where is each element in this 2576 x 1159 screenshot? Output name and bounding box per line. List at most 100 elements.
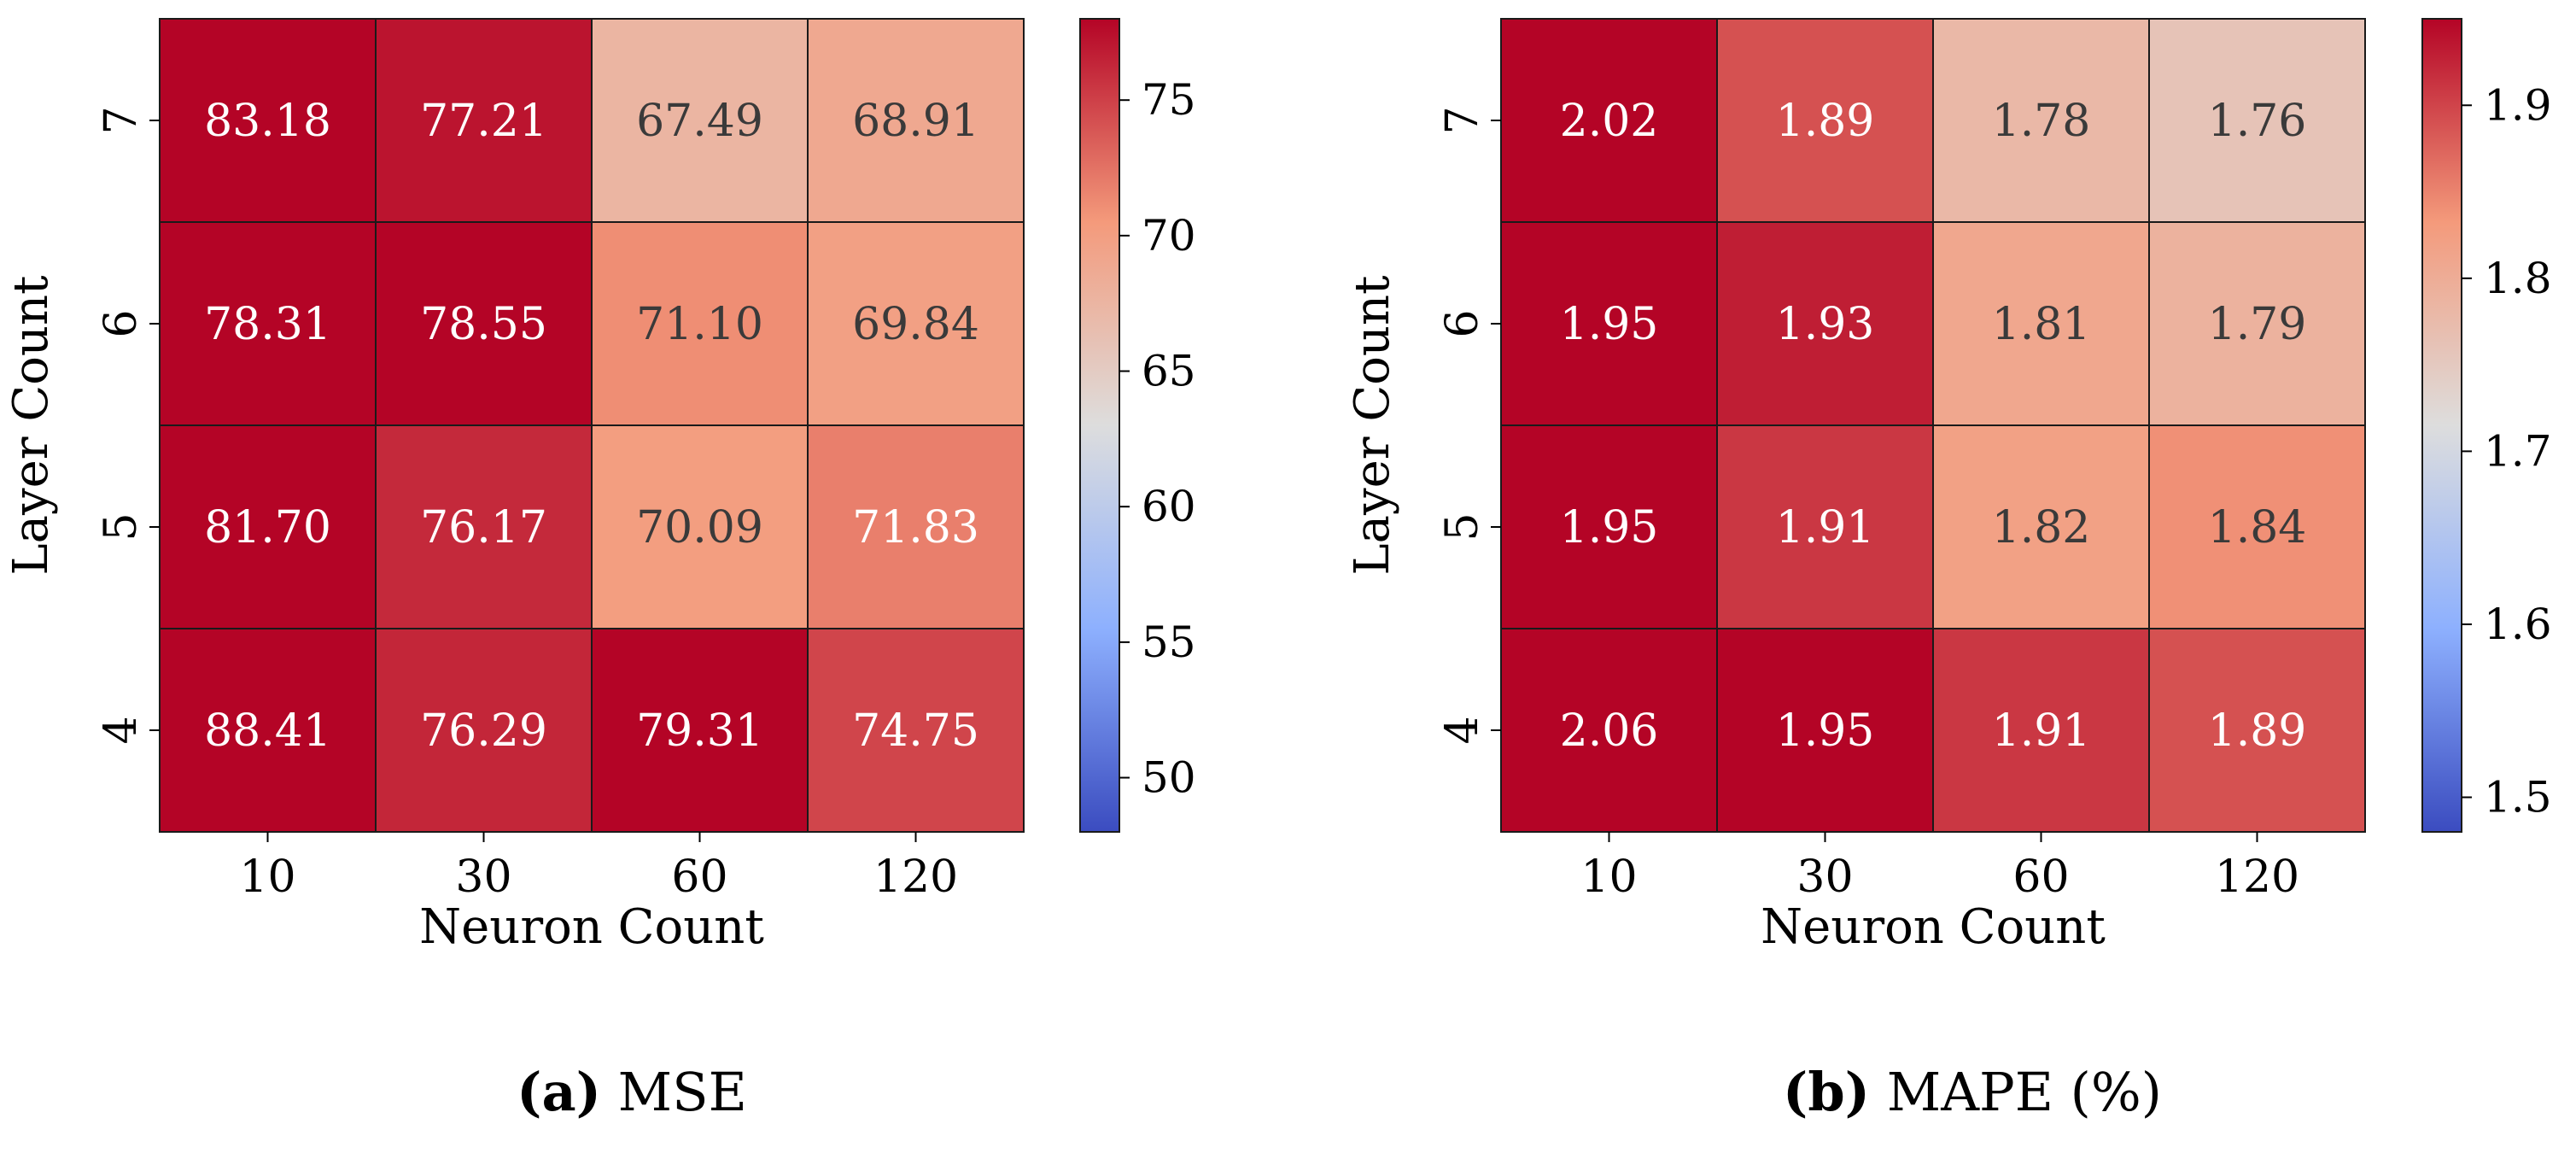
cell-value-label: 81.70 bbox=[204, 502, 331, 553]
cell-value-label: 1.93 bbox=[1776, 299, 1875, 350]
cell-value-label: 74.75 bbox=[852, 705, 979, 757]
heatmap-cell bbox=[375, 628, 593, 833]
y-tick-label: 7 bbox=[96, 106, 147, 134]
colorbar-tick-label: 1.5 bbox=[2484, 772, 2552, 822]
y-tick-label: 7 bbox=[1437, 106, 1488, 134]
cell-value-label: 88.41 bbox=[204, 705, 331, 757]
colorbar-tick-label: 55 bbox=[1142, 618, 1196, 667]
heatmap-cell bbox=[807, 221, 1025, 426]
colorbar bbox=[2421, 18, 2462, 833]
heatmap-cell bbox=[1716, 628, 1934, 833]
heatmap-cell bbox=[2148, 424, 2366, 629]
colorbar-tick-label: 1.7 bbox=[2484, 426, 2552, 476]
cell-value-label: 1.82 bbox=[1992, 502, 2091, 553]
x-tick-label: 120 bbox=[873, 852, 958, 903]
cell-value-label: 77.21 bbox=[420, 96, 547, 147]
heatmap-cell bbox=[591, 628, 809, 833]
colorbar bbox=[1079, 18, 1120, 833]
cell-value-label: 78.55 bbox=[420, 299, 547, 350]
y-axis-label: Layer Count bbox=[1345, 275, 1400, 576]
x-axis-label: Neuron Count bbox=[419, 899, 764, 955]
colorbar-tick-label: 1.6 bbox=[2484, 600, 2552, 649]
panel-caption: (b) MAPE (%) bbox=[1783, 1061, 2162, 1123]
heatmap-cell bbox=[1716, 221, 1934, 426]
colorbar-tick-label: 1.9 bbox=[2484, 80, 2552, 130]
x-tick-label: 60 bbox=[671, 852, 727, 903]
cell-value-label: 69.84 bbox=[852, 299, 979, 350]
y-tick-label: 4 bbox=[1437, 716, 1488, 744]
y-tick-label: 4 bbox=[96, 716, 147, 744]
colorbar-tick-label: 70 bbox=[1142, 211, 1196, 260]
cell-value-label: 76.29 bbox=[420, 705, 547, 757]
heatmap-cell bbox=[1932, 424, 2150, 629]
cell-value-label: 1.89 bbox=[1776, 96, 1875, 147]
heatmap-cell bbox=[1932, 628, 2150, 833]
colorbar-tick-label: 60 bbox=[1142, 482, 1196, 531]
x-tick-label: 60 bbox=[2012, 852, 2069, 903]
heatmap-cell bbox=[1716, 18, 1934, 223]
y-tick-label: 6 bbox=[1437, 309, 1488, 337]
y-tick-label: 6 bbox=[96, 309, 147, 337]
heatmap-cell bbox=[375, 18, 593, 223]
cell-value-label: 1.95 bbox=[1560, 299, 1659, 350]
cell-value-label: 67.49 bbox=[636, 96, 763, 147]
cell-value-label: 71.10 bbox=[636, 299, 763, 350]
cell-value-label: 1.76 bbox=[2208, 96, 2307, 147]
heatmap-cell bbox=[807, 18, 1025, 223]
heatmap-cell bbox=[375, 424, 593, 629]
colorbar-tick-label: 65 bbox=[1142, 347, 1196, 396]
heatmap-cell bbox=[159, 221, 377, 426]
heatmap-panel-mape: 2.02 1.89 1.78 1.761.95 1.93 1.81 1.791.95 1.91… bbox=[1345, 18, 2552, 1123]
heatmap-cell bbox=[807, 424, 1025, 629]
x-tick-label: 30 bbox=[455, 852, 511, 903]
cell-value-label: 70.09 bbox=[636, 502, 763, 553]
heatmap-cell bbox=[2148, 221, 2366, 426]
x-axis-label: Neuron Count bbox=[1761, 899, 2106, 955]
panel-caption-letter: (b) bbox=[1783, 1061, 1870, 1123]
cell-value-label: 2.06 bbox=[1560, 705, 1659, 757]
cell-value-label: 2.02 bbox=[1560, 96, 1659, 147]
panel-caption-name: MSE bbox=[601, 1061, 747, 1123]
cell-value-label: 1.79 bbox=[2208, 299, 2307, 350]
cell-value-label: 79.31 bbox=[636, 705, 763, 757]
heatmap-panel-mse: 83.18 77.21 67.49 68.91 78.31 78.55 71.10 69.84… bbox=[3, 18, 1196, 1123]
colorbar-tick-label: 50 bbox=[1142, 753, 1196, 803]
x-tick-label: 120 bbox=[2215, 852, 2299, 903]
cell-value-label: 1.89 bbox=[2208, 705, 2307, 757]
heatmap-cell bbox=[1932, 221, 2150, 426]
heatmap-cell bbox=[1716, 424, 1934, 629]
panel-caption-name: MAPE (%) bbox=[1870, 1061, 2162, 1123]
cell-value-label: 71.83 bbox=[852, 502, 979, 553]
cell-value-label: 1.78 bbox=[1992, 96, 2091, 147]
heatmap-cell bbox=[2148, 628, 2366, 833]
panel-caption-letter: (a) bbox=[517, 1061, 601, 1123]
heatmap-cell bbox=[807, 628, 1025, 833]
cell-value-label: 1.95 bbox=[1776, 705, 1875, 757]
x-tick-label: 10 bbox=[239, 852, 295, 903]
colorbar-tick-label: 1.8 bbox=[2484, 254, 2552, 303]
cell-value-label: 1.81 bbox=[1992, 299, 2091, 350]
heatmap-cell bbox=[375, 221, 593, 426]
heatmap-cell bbox=[159, 628, 377, 833]
cell-value-label: 78.31 bbox=[204, 299, 331, 350]
cell-value-label: 68.91 bbox=[852, 96, 979, 147]
x-tick-label: 30 bbox=[1796, 852, 1853, 903]
cell-value-label: 1.91 bbox=[1992, 705, 2091, 757]
heatmap-cell bbox=[1500, 424, 1718, 629]
heatmap-cell bbox=[2148, 18, 2366, 223]
heatmap-cell bbox=[1500, 221, 1718, 426]
x-tick-label: 10 bbox=[1580, 852, 1637, 903]
colorbar-tick-label: 75 bbox=[1142, 75, 1196, 125]
y-tick-label: 5 bbox=[1437, 512, 1488, 541]
cell-value-label: 1.84 bbox=[2208, 502, 2307, 553]
heatmap-cell bbox=[591, 18, 809, 223]
cell-value-label: 76.17 bbox=[420, 502, 547, 553]
cell-value-label: 1.91 bbox=[1776, 502, 1875, 553]
y-axis-label: Layer Count bbox=[3, 275, 59, 576]
cell-value-label: 1.95 bbox=[1560, 502, 1659, 553]
panel-caption: (a) MSE bbox=[517, 1061, 747, 1123]
heatmap-cell bbox=[1932, 18, 2150, 223]
heatmap-cell bbox=[159, 18, 377, 223]
